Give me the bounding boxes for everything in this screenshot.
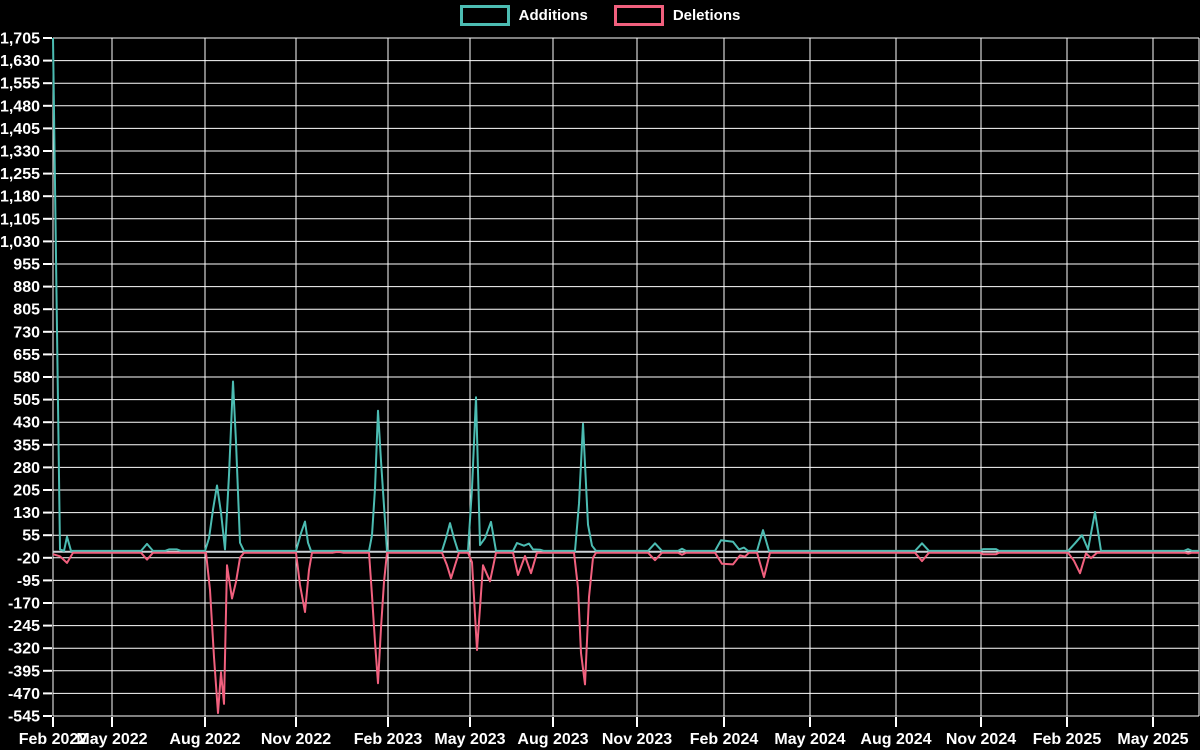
x-tick-label: May 2025 (1117, 731, 1188, 748)
y-tick-label: 1,630 (0, 53, 40, 70)
legend-label-additions: Additions (518, 7, 588, 24)
y-tick-label: -470 (8, 686, 40, 703)
x-tick-label: Feb 2023 (354, 731, 423, 748)
y-tick-label: 1,105 (0, 211, 40, 228)
y-tick-label: -320 (8, 641, 40, 658)
y-tick-label: 430 (13, 415, 40, 432)
y-tick-label: 1,405 (0, 121, 40, 138)
deletions-swatch-icon (613, 5, 664, 26)
additions-line (52, 37, 1199, 552)
x-tick-label: Feb 2025 (1033, 731, 1102, 748)
legend-label-deletions: Deletions (672, 7, 741, 24)
y-tick-label: 805 (13, 302, 40, 319)
x-tick-label: Nov 2024 (946, 731, 1016, 748)
x-tick-label: Feb 2024 (690, 731, 759, 748)
y-tick-label: 1,255 (0, 166, 40, 183)
x-tick-label: Aug 2023 (517, 731, 588, 748)
y-tick-label: -395 (8, 663, 40, 680)
y-tick-label: 1,480 (0, 98, 40, 115)
y-tick-label: -545 (8, 709, 40, 726)
y-tick-label: 1,555 (0, 76, 40, 93)
y-tick-label: -95 (17, 573, 40, 590)
additions-swatch-icon (459, 5, 510, 26)
legend-item-deletions[interactable]: Deletions (613, 5, 741, 26)
x-tick-label: Aug 2024 (860, 731, 931, 748)
y-tick-label: 1,030 (0, 234, 40, 251)
y-tick-label: 1,180 (0, 189, 40, 206)
y-tick-label: 55 (22, 528, 40, 545)
y-tick-label: 355 (13, 437, 40, 454)
y-tick-label: -170 (8, 596, 40, 613)
y-tick-label: 1,330 (0, 144, 40, 161)
y-tick-label: -245 (8, 618, 40, 635)
y-tick-label: 580 (13, 370, 40, 387)
x-tick-label: Aug 2022 (169, 731, 240, 748)
y-tick-label: -20 (17, 550, 40, 567)
y-tick-label: 1,705 (0, 31, 40, 48)
y-tick-label: 205 (13, 483, 40, 500)
legend-item-additions[interactable]: Additions (459, 5, 588, 26)
y-tick-label: 955 (13, 257, 40, 274)
y-tick-label: 730 (13, 324, 40, 341)
deletions-line (52, 551, 1199, 714)
y-tick-label: 880 (13, 279, 40, 296)
y-tick-label: 280 (13, 460, 40, 477)
y-tick-label: 130 (13, 505, 40, 522)
x-tick-label: Nov 2023 (602, 731, 672, 748)
x-tick-label: Feb 2022 (19, 731, 88, 748)
chart-legend: Additions Deletions (0, 5, 1200, 26)
x-tick-label: May 2024 (774, 731, 845, 748)
x-tick-label: May 2023 (434, 731, 505, 748)
x-tick-label: May 2022 (76, 731, 147, 748)
y-tick-label: 505 (13, 392, 40, 409)
y-tick-label: 655 (13, 347, 40, 364)
x-tick-label: Nov 2022 (261, 731, 331, 748)
